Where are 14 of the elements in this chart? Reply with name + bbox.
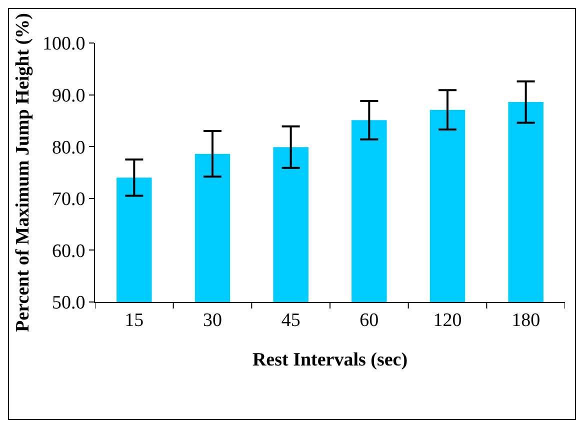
y-tick-label: 100.0 bbox=[42, 34, 86, 55]
x-tick-label: 45 bbox=[281, 310, 300, 331]
x-axis-title: Rest Intervals (sec) bbox=[252, 350, 408, 371]
x-tick-label: 120 bbox=[433, 310, 462, 331]
x-tick-label: 30 bbox=[203, 310, 222, 331]
x-tick-label: 180 bbox=[512, 310, 540, 331]
y-tick-label: 50.0 bbox=[52, 292, 86, 314]
y-tick-label: 70.0 bbox=[52, 189, 86, 210]
x-tick-label: 60 bbox=[360, 310, 379, 331]
y-tick-label: 80.0 bbox=[52, 137, 86, 158]
x-tick-label: 15 bbox=[124, 310, 144, 331]
y-axis-title: Percent of Maximum Jump Height (%) bbox=[12, 13, 34, 332]
y-tick-label: 60.0 bbox=[52, 240, 86, 262]
y-tick-label: 90.0 bbox=[52, 85, 86, 106]
